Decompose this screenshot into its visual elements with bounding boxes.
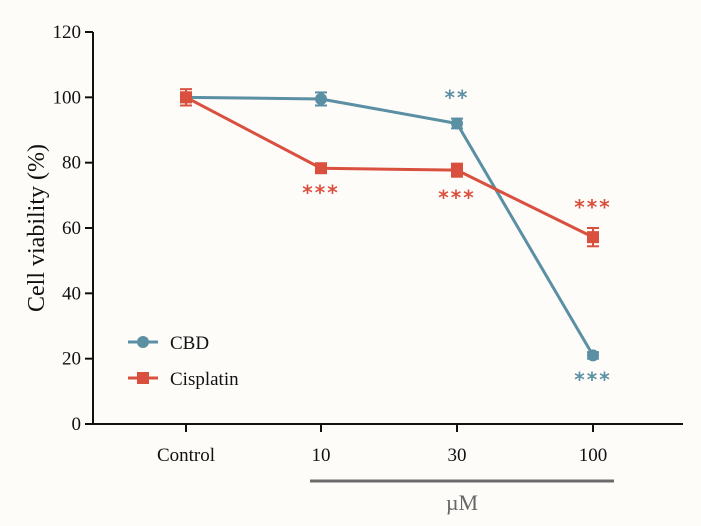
significance-label: *** — [574, 195, 611, 219]
significance-label: *** — [302, 180, 339, 204]
legend-label: CBD — [170, 333, 209, 354]
data-point — [587, 349, 599, 362]
series-cbd: ***** — [180, 86, 611, 392]
x-tick-label: Control — [157, 445, 215, 466]
legend-item-cbd: CBD — [128, 333, 209, 354]
series-line — [185, 95, 595, 357]
significance-label: *** — [438, 186, 475, 210]
series-layer: ******** *** *** — [180, 86, 611, 392]
significance-label: *** — [574, 368, 611, 392]
legend: CBD Cisplatin — [128, 333, 239, 390]
legend-marker — [137, 372, 149, 384]
legend-marker — [137, 336, 149, 348]
y-tick-label: 120 — [53, 22, 82, 43]
y-tick-label: 100 — [53, 87, 82, 108]
legend-label: Cisplatin — [170, 369, 239, 390]
data-point — [451, 164, 463, 177]
significance-label: ** — [445, 86, 470, 110]
axes: 0 20 40 60 80 100 120 Control 10 30 100 — [53, 22, 683, 483]
x-tick-label: 30 — [448, 445, 467, 466]
data-point — [180, 91, 192, 104]
x-tick-label: 100 — [579, 445, 608, 466]
series-cisplatin: *** *** *** — [180, 88, 611, 248]
y-tick-label: 60 — [62, 218, 81, 239]
legend-item-cisplatin: Cisplatin — [128, 369, 239, 390]
series-line — [185, 96, 594, 239]
y-tick-label: 0 — [72, 414, 82, 435]
y-tick-label: 40 — [62, 283, 81, 304]
data-point — [315, 162, 327, 175]
y-tick-label: 80 — [62, 153, 81, 174]
y-tick-label: 20 — [62, 349, 81, 370]
x-tick-label: 10 — [312, 445, 331, 466]
data-point — [315, 92, 327, 105]
y-axis-title: Cell viability (%) — [24, 144, 50, 312]
x-axis-title: µM — [446, 490, 478, 515]
data-point — [587, 231, 599, 244]
data-point — [451, 117, 463, 130]
